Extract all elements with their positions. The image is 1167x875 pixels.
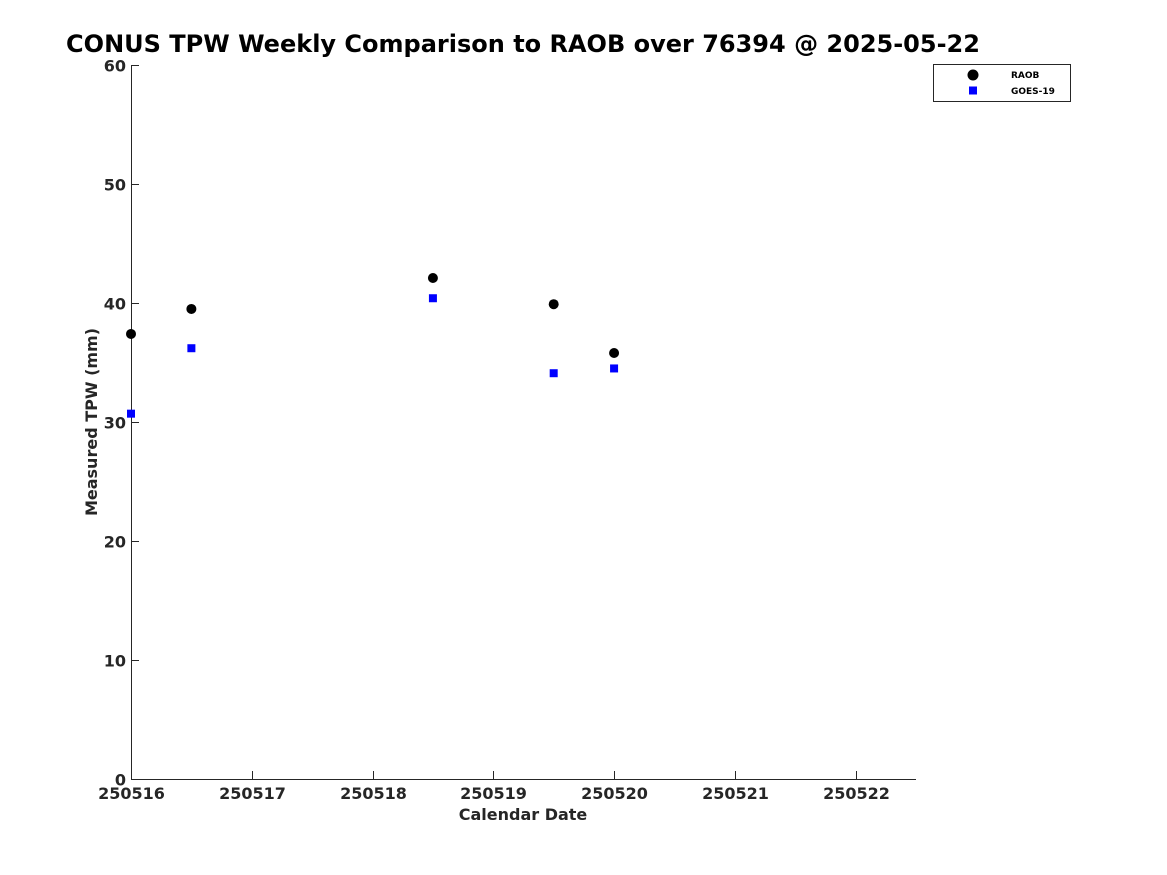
x-tick-label: 250521 — [702, 784, 769, 803]
data-point-raob — [609, 347, 620, 358]
y-tick-label: 10 — [104, 652, 126, 671]
y-tick-label: 20 — [104, 533, 126, 552]
legend-marker-goes — [969, 86, 977, 95]
x-axis-label: Calendar Date — [459, 805, 588, 824]
data-point-goes-19 — [549, 369, 558, 378]
series-raob — [126, 273, 620, 358]
plot-area — [131, 65, 916, 780]
x-axis-ticks: 250516 250517 250518 250519 250520 250521 2505… — [98, 771, 890, 803]
data-point-raob — [548, 299, 559, 310]
x-tick-label: 250517 — [219, 784, 286, 803]
data-point-goes-19 — [428, 294, 437, 303]
y-axis-label: Measured TPW (mm) — [82, 328, 101, 516]
data-point-raob — [126, 328, 136, 339]
legend-marker-raob — [967, 69, 979, 81]
x-tick-label: 250519 — [460, 784, 527, 803]
y-tick-label: 40 — [104, 295, 126, 314]
legend-label-goes: GOES-19 — [1011, 87, 1055, 97]
x-tick-label: 250516 — [98, 784, 165, 803]
x-tick-label: 250522 — [823, 784, 890, 803]
data-point-goes-19 — [187, 344, 196, 353]
data-series — [126, 273, 620, 418]
data-point-raob — [186, 303, 197, 314]
y-tick-label: 60 — [104, 57, 126, 76]
y-axis-ticks: 0 10 20 30 40 50 60 — [104, 57, 139, 790]
x-tick-label: 250518 — [340, 784, 407, 803]
chart-title: CONUS TPW Weekly Comparison to RAOB over… — [66, 30, 980, 58]
series-goes-19 — [127, 294, 619, 418]
data-point-raob — [427, 273, 438, 284]
legend-box — [933, 64, 1071, 102]
legend-label-raob: RAOB — [1011, 71, 1040, 81]
y-tick-label: 0 — [115, 771, 126, 790]
y-tick-label: 50 — [104, 176, 126, 195]
data-point-goes-19 — [127, 409, 135, 418]
x-tick-label: 250520 — [581, 784, 648, 803]
y-tick-label: 30 — [104, 414, 126, 433]
legend: RAOB GOES-19 — [933, 64, 1071, 102]
data-point-goes-19 — [610, 364, 619, 373]
